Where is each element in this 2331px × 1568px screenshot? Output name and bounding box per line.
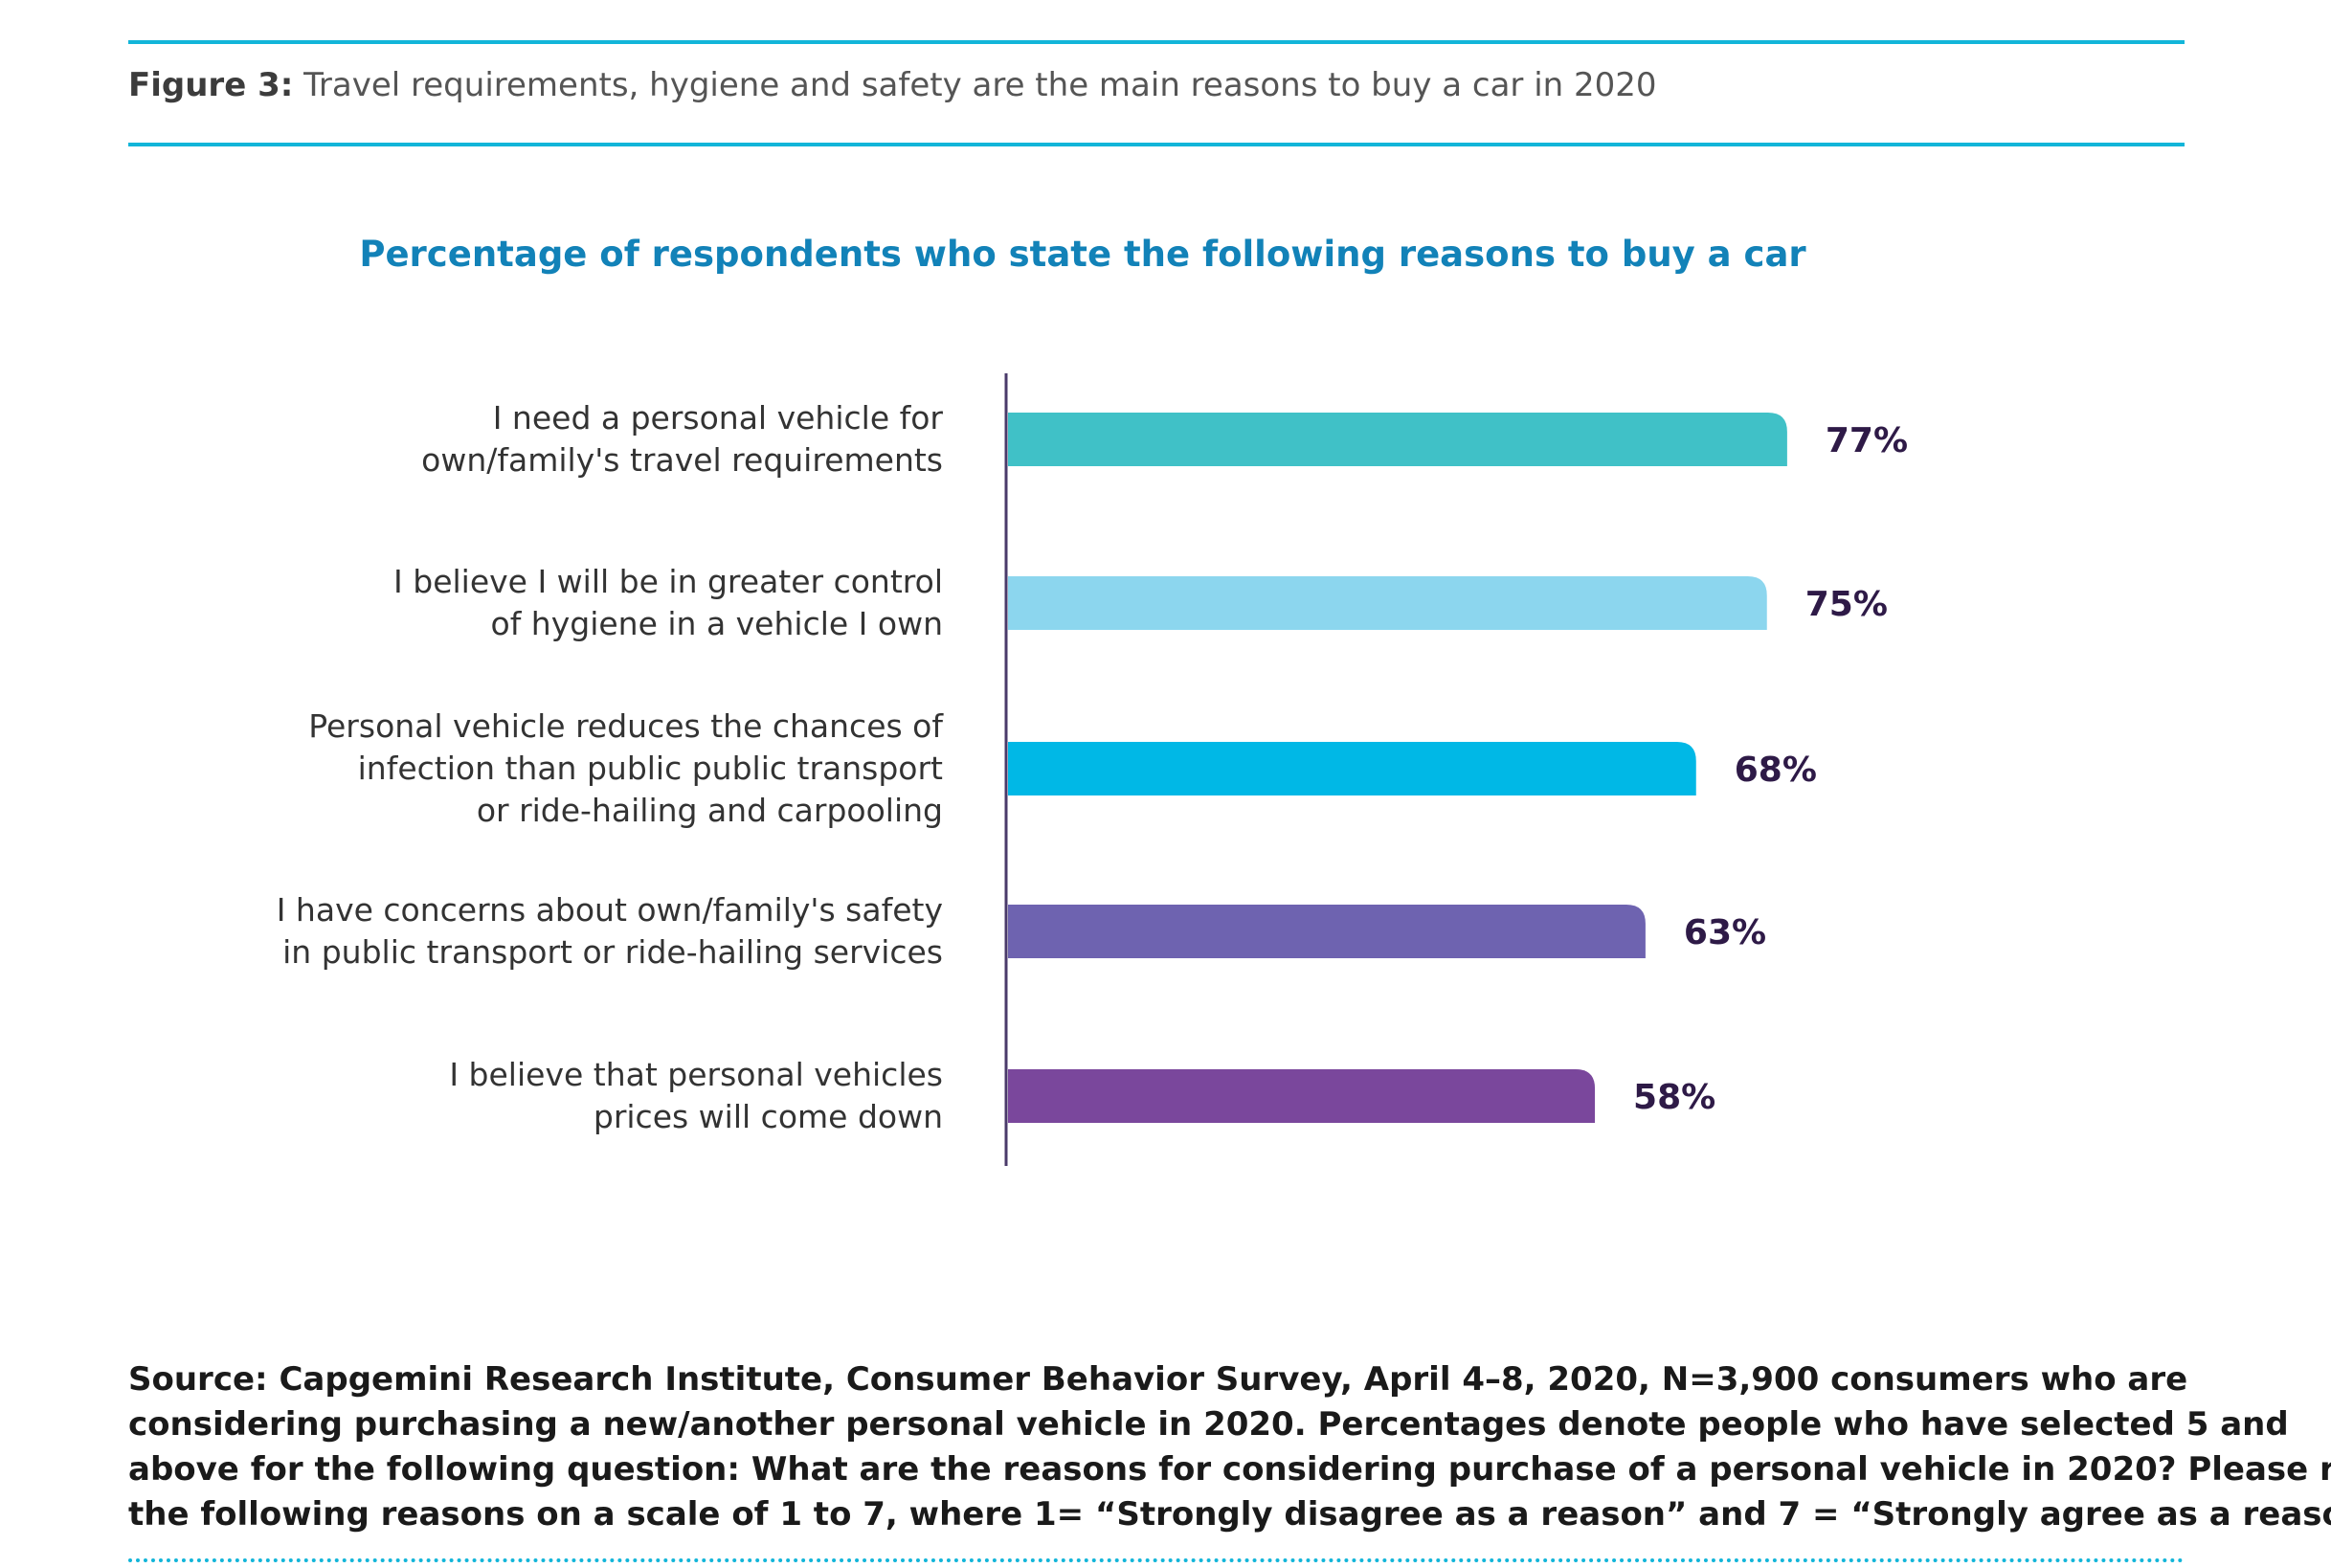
value-label-5: 58% bbox=[1633, 1078, 1715, 1117]
figure-caption: Figure 3: Travel requirements, hygiene a… bbox=[128, 63, 1657, 107]
category-label-4: I have concerns about own/family's safet… bbox=[277, 891, 943, 971]
bar-4 bbox=[1008, 905, 1646, 958]
chart-title: Percentage of respondents who state the … bbox=[359, 234, 1806, 275]
value-label-4: 63% bbox=[1684, 913, 1766, 952]
value-label-3: 68% bbox=[1735, 750, 1817, 790]
value-label-1: 77% bbox=[1826, 421, 1908, 460]
category-label-1: I need a personal vehicle for own/family'… bbox=[421, 399, 943, 479]
top-rule bbox=[128, 40, 2185, 44]
bottom-dotted-rule bbox=[128, 1558, 2185, 1562]
source-line: Source: Capgemini Research Institute, Co… bbox=[128, 1360, 2188, 1399]
caption-rule bbox=[128, 143, 2185, 146]
bar-1 bbox=[1008, 413, 1787, 466]
category-label-5: I believe that personal vehicles prices w… bbox=[449, 1056, 943, 1135]
source-line: considering purchasing a new/another per… bbox=[128, 1405, 2289, 1444]
value-label-2: 75% bbox=[1805, 585, 1888, 624]
category-label-3: Personal vehicle reduces the chances of i… bbox=[308, 707, 944, 829]
source-line: above for the following question: What a… bbox=[128, 1450, 2331, 1489]
figure-caption-text: Travel requirements, hygiene and safety … bbox=[303, 66, 1657, 104]
figure-label: Figure 3: bbox=[128, 66, 294, 104]
source-line: the following reasons on a scale of 1 to… bbox=[128, 1495, 2331, 1534]
bar-2 bbox=[1008, 576, 1767, 630]
bar-3 bbox=[1008, 742, 1696, 795]
bar-5 bbox=[1008, 1069, 1596, 1123]
category-label-2: I believe I will be in greater control of… bbox=[393, 563, 943, 642]
source-note: Source: Capgemini Research Institute, Co… bbox=[128, 1357, 2331, 1537]
